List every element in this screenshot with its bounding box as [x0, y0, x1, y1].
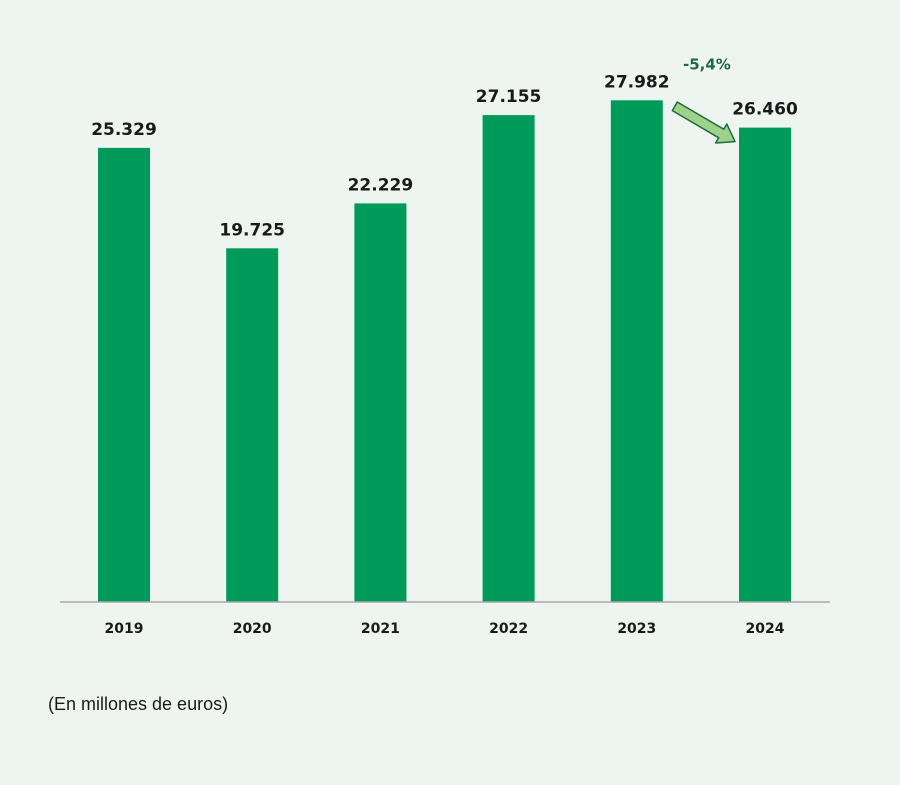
value-labels-group: 25.329 19.725 22.229 27.155 27.982 26.460 — [91, 72, 798, 240]
x-tick-label-2021: 2021 — [361, 621, 400, 637]
value-label-2024: 26.460 — [732, 100, 798, 120]
bar-2022 — [482, 115, 535, 602]
bar-2019 — [98, 147, 150, 602]
change-percent-label: -5,4% — [683, 55, 731, 73]
bar-2024 — [739, 127, 791, 602]
value-label-2021: 22.229 — [348, 175, 414, 195]
value-label-2020: 19.725 — [219, 220, 285, 240]
bar-2020 — [226, 248, 279, 603]
bar-2023 — [610, 100, 663, 603]
value-label-2019: 25.329 — [91, 120, 157, 140]
x-tick-label-2023: 2023 — [617, 621, 656, 637]
down-right-arrow-icon — [671, 101, 736, 144]
change-annotation: -5,4% — [671, 55, 736, 144]
value-label-2022: 27.155 — [476, 87, 542, 107]
value-label-2023: 27.982 — [604, 72, 670, 92]
bars-group — [98, 100, 791, 603]
x-tick-labels-group: 2019 2020 2021 2022 2023 2024 — [105, 621, 785, 637]
unit-note: (En millones de euros) — [48, 694, 229, 714]
x-tick-label-2020: 2020 — [233, 621, 272, 637]
x-tick-label-2019: 2019 — [105, 621, 144, 637]
bar-2021 — [354, 203, 407, 602]
x-tick-label-2022: 2022 — [489, 621, 528, 637]
x-tick-label-2024: 2024 — [746, 621, 785, 637]
